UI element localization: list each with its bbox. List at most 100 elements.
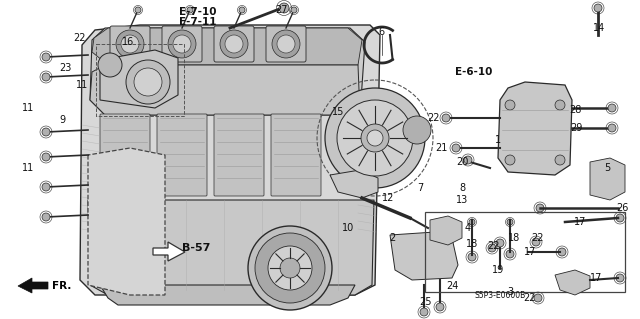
Circle shape bbox=[534, 294, 542, 302]
FancyBboxPatch shape bbox=[214, 26, 254, 62]
Text: 8: 8 bbox=[459, 183, 465, 193]
Circle shape bbox=[42, 53, 50, 61]
Circle shape bbox=[42, 153, 50, 161]
Text: 22: 22 bbox=[524, 293, 536, 303]
Text: 9: 9 bbox=[59, 115, 65, 125]
Circle shape bbox=[506, 250, 514, 258]
Text: 28: 28 bbox=[569, 105, 581, 115]
Circle shape bbox=[220, 30, 248, 58]
Text: 17: 17 bbox=[590, 273, 602, 283]
Circle shape bbox=[42, 73, 50, 81]
Polygon shape bbox=[100, 50, 178, 108]
Circle shape bbox=[325, 88, 425, 188]
Text: 11: 11 bbox=[76, 80, 88, 90]
Circle shape bbox=[168, 30, 196, 58]
Text: S5P3-E0600B: S5P3-E0600B bbox=[474, 292, 525, 300]
Circle shape bbox=[187, 7, 193, 13]
Polygon shape bbox=[92, 28, 362, 65]
Polygon shape bbox=[153, 242, 185, 261]
FancyBboxPatch shape bbox=[100, 114, 150, 196]
Text: 23: 23 bbox=[59, 63, 71, 73]
Text: 22: 22 bbox=[488, 241, 500, 251]
Circle shape bbox=[532, 238, 540, 246]
Circle shape bbox=[616, 274, 624, 282]
Text: 18: 18 bbox=[508, 233, 520, 243]
Circle shape bbox=[279, 3, 289, 13]
Circle shape bbox=[239, 7, 245, 13]
Circle shape bbox=[616, 214, 624, 222]
Circle shape bbox=[594, 4, 602, 12]
Circle shape bbox=[452, 144, 460, 152]
Circle shape bbox=[555, 155, 565, 165]
Circle shape bbox=[464, 156, 472, 164]
Circle shape bbox=[225, 35, 243, 53]
Text: 22: 22 bbox=[74, 33, 86, 43]
Circle shape bbox=[280, 258, 300, 278]
Text: 29: 29 bbox=[570, 123, 582, 133]
Polygon shape bbox=[555, 270, 590, 295]
FancyBboxPatch shape bbox=[214, 114, 264, 196]
Text: 4: 4 bbox=[465, 223, 471, 233]
Circle shape bbox=[436, 303, 444, 311]
Circle shape bbox=[469, 219, 475, 225]
Text: B-57: B-57 bbox=[182, 243, 211, 253]
Circle shape bbox=[42, 128, 50, 136]
Text: E-6-10: E-6-10 bbox=[455, 67, 492, 77]
Circle shape bbox=[361, 124, 389, 152]
Circle shape bbox=[173, 35, 191, 53]
Circle shape bbox=[468, 253, 476, 261]
Polygon shape bbox=[88, 200, 374, 295]
Circle shape bbox=[337, 100, 413, 176]
Circle shape bbox=[116, 30, 144, 58]
Text: 13: 13 bbox=[456, 195, 468, 205]
Text: 21: 21 bbox=[435, 143, 447, 153]
Polygon shape bbox=[88, 148, 165, 295]
Text: FR.: FR. bbox=[52, 281, 72, 291]
FancyBboxPatch shape bbox=[157, 114, 207, 196]
Circle shape bbox=[121, 35, 139, 53]
Circle shape bbox=[555, 100, 565, 110]
Circle shape bbox=[505, 100, 515, 110]
Polygon shape bbox=[18, 278, 48, 293]
FancyBboxPatch shape bbox=[162, 26, 202, 62]
Circle shape bbox=[277, 35, 295, 53]
Text: E-7-10: E-7-10 bbox=[179, 7, 217, 17]
FancyBboxPatch shape bbox=[271, 114, 321, 196]
FancyBboxPatch shape bbox=[266, 26, 306, 62]
Text: 22: 22 bbox=[532, 233, 544, 243]
Text: 2: 2 bbox=[389, 233, 395, 243]
Circle shape bbox=[488, 244, 496, 252]
Text: 26: 26 bbox=[616, 203, 628, 213]
Text: E-7-11: E-7-11 bbox=[179, 17, 217, 27]
Text: 6: 6 bbox=[378, 27, 384, 37]
Text: 20: 20 bbox=[456, 157, 468, 167]
Text: 12: 12 bbox=[382, 193, 394, 203]
Circle shape bbox=[98, 53, 122, 77]
Text: 10: 10 bbox=[342, 223, 354, 233]
Circle shape bbox=[291, 7, 297, 13]
Polygon shape bbox=[390, 232, 458, 280]
Circle shape bbox=[507, 219, 513, 225]
Circle shape bbox=[608, 124, 616, 132]
Text: 3: 3 bbox=[507, 287, 513, 297]
Polygon shape bbox=[330, 170, 378, 198]
FancyBboxPatch shape bbox=[110, 26, 150, 62]
Circle shape bbox=[42, 213, 50, 221]
Text: 16: 16 bbox=[122, 37, 134, 47]
Circle shape bbox=[496, 239, 504, 247]
Text: 18: 18 bbox=[466, 239, 478, 249]
Circle shape bbox=[42, 183, 50, 191]
Circle shape bbox=[442, 114, 450, 122]
Polygon shape bbox=[430, 216, 462, 245]
Circle shape bbox=[403, 116, 431, 144]
Circle shape bbox=[135, 7, 141, 13]
Circle shape bbox=[536, 204, 544, 212]
Polygon shape bbox=[90, 65, 360, 115]
Text: 19: 19 bbox=[492, 265, 504, 275]
Circle shape bbox=[367, 130, 383, 146]
Circle shape bbox=[420, 308, 428, 316]
Text: 11: 11 bbox=[22, 103, 34, 113]
Text: 5: 5 bbox=[604, 163, 610, 173]
Circle shape bbox=[608, 104, 616, 112]
Polygon shape bbox=[80, 25, 380, 295]
